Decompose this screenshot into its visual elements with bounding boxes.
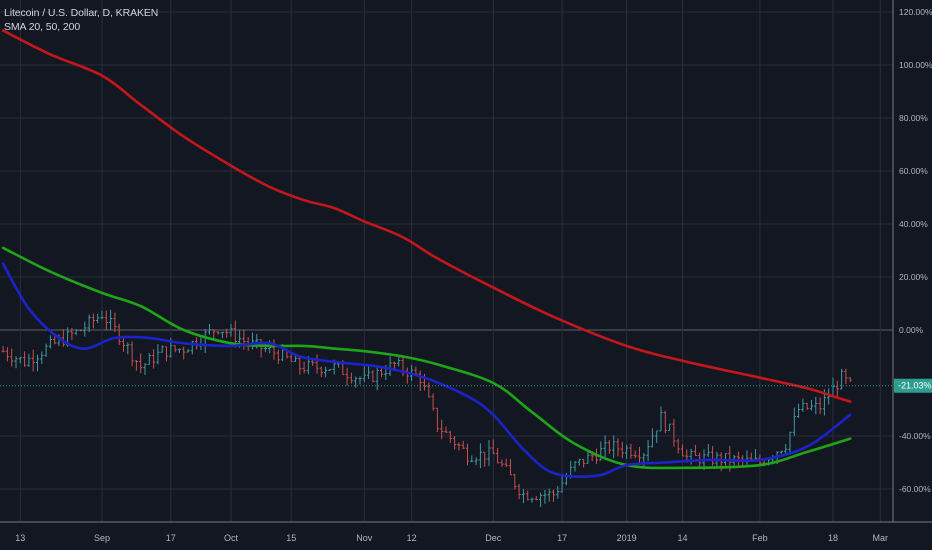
x-tick-label: Oct: [224, 533, 239, 543]
grid: [0, 0, 893, 522]
sma-200-line: [1, 29, 852, 403]
y-tick-label: 0.00%: [899, 325, 924, 335]
candles: [1, 309, 852, 508]
x-tick-label: Feb: [752, 533, 768, 543]
x-tick-label: 18: [828, 533, 838, 543]
x-tick-label: 13: [15, 533, 25, 543]
x-tick-label: 17: [166, 533, 176, 543]
x-tick-label: Dec: [485, 533, 502, 543]
x-tick-label: 17: [557, 533, 567, 543]
x-tick-label: 2019: [617, 533, 637, 543]
y-tick-label: 60.00%: [899, 166, 928, 176]
x-tick-label: 12: [407, 533, 417, 543]
sma-50-line: [1, 246, 852, 470]
symbol-title: Litecoin / U.S. Dollar, D, KRAKEN: [4, 7, 159, 19]
y-tick-label: -60.00%: [899, 484, 931, 494]
y-tick-label: -40.00%: [899, 431, 931, 441]
current-price-label: -21.03%: [898, 381, 932, 391]
x-tick-label: Mar: [873, 533, 889, 543]
x-tick-label: 14: [677, 533, 687, 543]
y-tick-label: 100.00%: [899, 60, 932, 70]
chart-legend: Litecoin / U.S. Dollar, D, KRAKEN SMA 20…: [4, 6, 158, 34]
y-tick-label: 40.00%: [899, 219, 928, 229]
y-tick-label: 80.00%: [899, 113, 928, 123]
x-tick-label: Sep: [94, 533, 110, 543]
indicator-label: SMA 20, 50, 200: [4, 21, 81, 33]
x-tick-label: Nov: [356, 533, 373, 543]
sma-lines: [1, 29, 852, 478]
current-price-tag: [894, 378, 932, 393]
y-tick-label: 120.00%: [899, 7, 932, 17]
x-tick-label: 15: [286, 533, 296, 543]
y-tick-label: 20.00%: [899, 272, 928, 282]
sma-20-line: [1, 262, 852, 478]
